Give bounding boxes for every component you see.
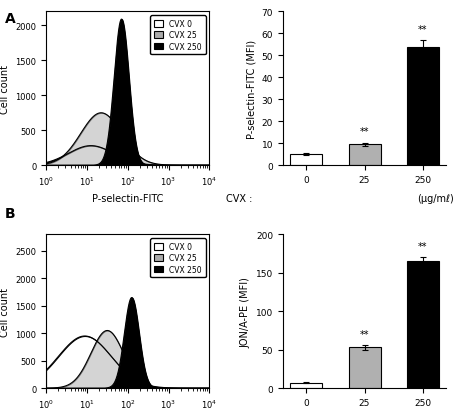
Y-axis label: P-selectin-FITC (MFI): P-selectin-FITC (MFI) [246,40,256,138]
Bar [406,47,438,166]
Legend: CVX 0, CVX 25, CVX 250: CVX 0, CVX 25, CVX 250 [150,239,205,278]
Text: B: B [5,206,15,221]
Text: (μg/mℓ): (μg/mℓ) [417,193,453,203]
Y-axis label: Cell count: Cell count [0,65,10,114]
Legend: CVX 0, CVX 25, CVX 250: CVX 0, CVX 25, CVX 250 [150,16,205,55]
Text: **: ** [359,329,369,339]
Bar [348,145,380,166]
Y-axis label: JON/A-PE (MFI): JON/A-PE (MFI) [240,276,250,347]
Y-axis label: Cell count: Cell count [0,287,10,336]
Bar [406,262,438,388]
Text: A: A [5,12,15,26]
Text: **: ** [417,25,426,35]
Text: **: ** [359,127,369,137]
X-axis label: P-selectin-FITC: P-selectin-FITC [92,193,163,203]
Text: **: ** [417,242,426,252]
Bar [348,348,380,388]
Bar [290,155,322,166]
Text: CVX :: CVX : [225,193,252,203]
Bar [290,383,322,388]
